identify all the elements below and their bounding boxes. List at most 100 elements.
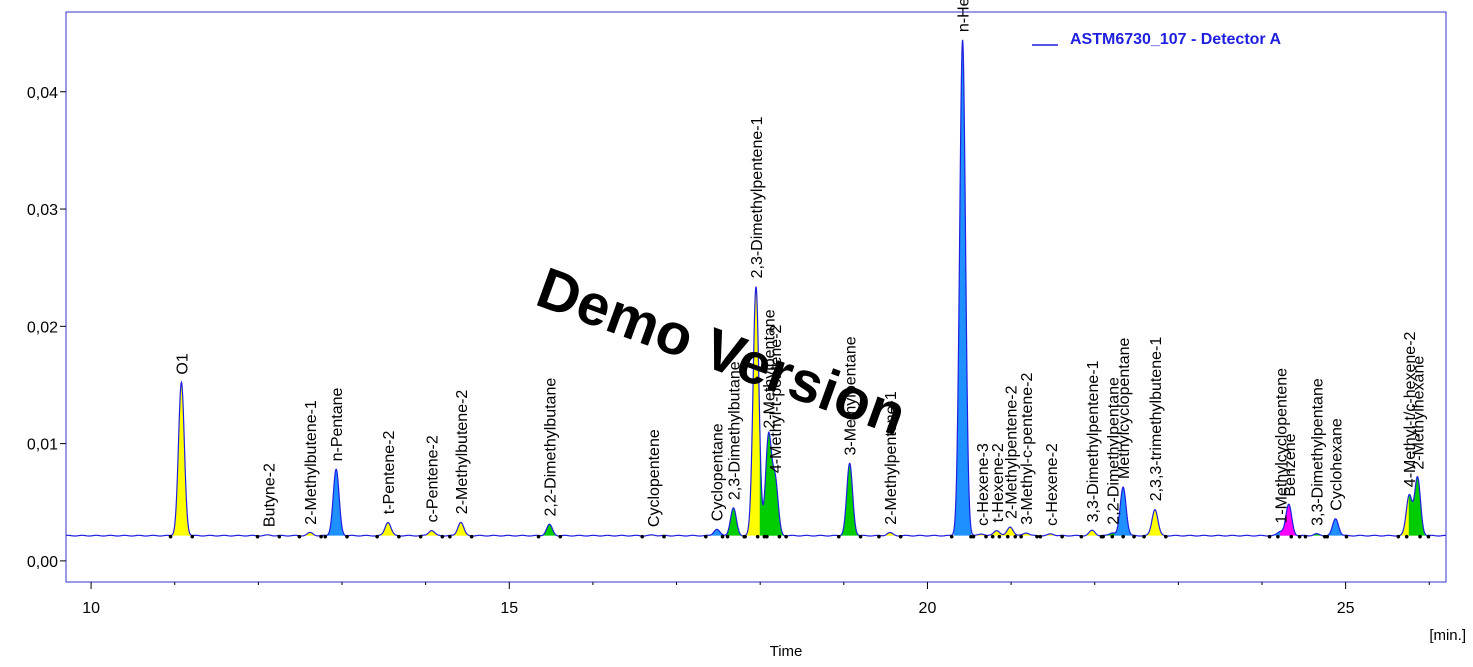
peak-labels: O1 Butyne-2 2-Methylbutene-1 n-Pentane t-Pen… — [174, 0, 1427, 527]
peak-marker — [1013, 534, 1018, 539]
peak-marker — [536, 534, 541, 539]
peak-label: 3-Methyl-c-pentene-2 — [1019, 373, 1036, 525]
peak-label: c-Pentene-2 — [425, 435, 442, 522]
peak-marker — [762, 534, 767, 539]
peak-marker — [1426, 534, 1431, 539]
peak-marker — [971, 534, 976, 539]
peak-marker — [1418, 534, 1422, 539]
peak-marker — [777, 534, 782, 539]
peak-marker — [1297, 534, 1302, 539]
peak-marker — [1396, 534, 1401, 539]
peak-label: Cyclopentane — [710, 423, 727, 521]
peak-marker — [1142, 534, 1146, 539]
peak-marker — [1121, 534, 1125, 539]
peak-label: c-Hexene-2 — [1044, 443, 1061, 526]
peak-marker — [297, 534, 302, 539]
peak-marker — [949, 534, 954, 539]
peak-marker — [558, 534, 563, 539]
peak-label: t-Hexene-2 — [990, 443, 1007, 522]
x-tick-label: 25 — [1337, 600, 1355, 617]
detector-trace — [65, 39, 1447, 537]
peak-marker — [418, 534, 423, 539]
peak-marker — [448, 534, 452, 539]
peak-marker — [1404, 534, 1409, 539]
peak-marker — [1079, 534, 1084, 539]
x-axis-unit: [min.] — [1429, 627, 1466, 644]
peak-marker — [662, 534, 666, 539]
peak-marker — [765, 534, 769, 539]
peak-fills — [172, 40, 1427, 536]
peak-label: 3,3-Dimethylpentene-1 — [1085, 360, 1102, 522]
peak-marker — [1289, 534, 1294, 539]
peak-label: 2-Methylbutene-2 — [454, 390, 471, 515]
peak-label: c-Hexene-3 — [975, 443, 992, 526]
legend: ASTM6730_107 - Detector A — [1032, 31, 1281, 48]
x-tick-label: 10 — [82, 600, 100, 617]
peak-marker — [323, 534, 328, 539]
peak-marker — [1005, 534, 1010, 539]
peak-marker — [784, 534, 788, 539]
peak-label: n-Pentane — [329, 387, 346, 461]
peak-marker — [720, 534, 725, 539]
peak-marker — [1322, 534, 1327, 539]
peak-marker — [1060, 534, 1064, 539]
peak-label: 4-Methyl-t-pentene-2 — [768, 324, 785, 473]
peak-marker — [1303, 534, 1308, 539]
peak-label: 2,2-Dimethylbutane — [542, 378, 559, 517]
peak-label: 4-Methyl-t/c-hexene-2 — [1402, 331, 1419, 487]
peak-marker — [277, 534, 282, 539]
peak-boundary-markers — [168, 534, 1431, 539]
peak-marker — [898, 534, 903, 539]
peak-marker — [1325, 534, 1330, 539]
peak-marker — [969, 534, 973, 539]
peak-label: 3,3-Dimethylpentane — [1309, 378, 1326, 526]
peak-marker — [1276, 534, 1280, 539]
peak-marker — [640, 534, 645, 539]
y-tick-label: 0,02 — [27, 319, 58, 336]
peak-label: Benzene — [1282, 433, 1299, 496]
peak-marker — [743, 534, 747, 539]
peak-marker — [1164, 534, 1168, 539]
peak-marker — [1110, 534, 1115, 539]
y-tick-label: 0,00 — [27, 554, 58, 571]
legend-label: ASTM6730_107 - Detector A — [1070, 31, 1281, 48]
y-tick-label: 0,04 — [27, 85, 58, 102]
x-tick-label: 15 — [500, 600, 518, 617]
y-tick-label: 0,01 — [27, 437, 58, 454]
detector-trace-line — [65, 39, 1447, 537]
peak-marker — [725, 534, 730, 539]
peak-marker — [837, 534, 841, 539]
peak-marker — [168, 534, 173, 539]
peak-label: n-Hexane — [956, 0, 973, 32]
peak-fill-13 — [766, 432, 785, 536]
peak-marker — [858, 534, 863, 539]
peak-marker — [877, 534, 881, 539]
peak-label: t-Pentene-2 — [381, 430, 398, 514]
peak-marker — [1019, 534, 1023, 539]
peak-marker — [397, 534, 401, 539]
peak-marker — [345, 534, 349, 539]
peak-label: 2,3,3-trimethylbutene-1 — [1148, 337, 1165, 502]
peak-label: 2-Methylpentane — [762, 309, 779, 428]
peak-marker — [255, 534, 260, 539]
axes: 0,00 0,01 0,02 0,03 0,04 10 15 20 25 — [27, 11, 1447, 617]
peak-label: Methylcyclopentane — [1116, 337, 1133, 479]
peak-marker — [190, 534, 195, 539]
peak-marker — [997, 534, 1002, 539]
peak-label: 2,3-Dimethylpentene-1 — [749, 116, 766, 278]
peak-label: 2-Methylpentene-1 — [883, 391, 900, 525]
peak-label: 2,2-Dimethylpentane — [1105, 377, 1122, 525]
peak-marker — [375, 534, 379, 539]
peak-marker — [469, 534, 474, 539]
peak-marker — [1038, 534, 1043, 539]
x-tick-label: 20 — [919, 600, 937, 617]
peak-marker — [1344, 534, 1349, 539]
peak-label: 2-Methylpentene-2 — [1003, 385, 1020, 519]
peak-label: 2-Methylbutene-1 — [303, 400, 320, 525]
peak-label: Butyne-2 — [261, 463, 278, 527]
peak-marker — [1132, 534, 1136, 539]
peak-marker — [319, 534, 323, 539]
peak-label: 1-Methylcyclopentene — [1273, 368, 1290, 524]
